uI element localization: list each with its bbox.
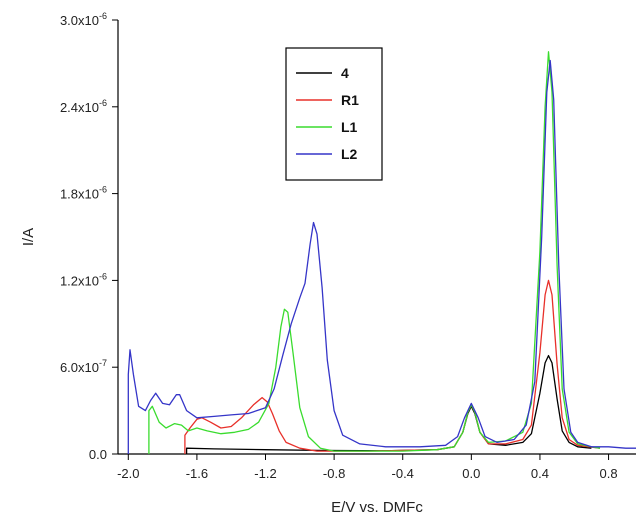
x-tick-label: -0.4 xyxy=(392,466,414,481)
x-tick-label: -1.2 xyxy=(254,466,276,481)
legend: 4 R1 L1 L2 xyxy=(285,47,383,181)
x-axis-title: E/V vs. DMFc xyxy=(331,499,423,516)
series-line-r1 xyxy=(184,279,601,454)
x-tick-label: 0.4 xyxy=(531,466,549,481)
y-axis-title: I/A xyxy=(20,228,37,246)
y-tick-mantissa: 6.0x10 xyxy=(60,360,99,375)
y-tick-exponent: -7 xyxy=(99,358,107,368)
y-tick-exponent: -6 xyxy=(99,185,107,195)
x-tick-label: -2.0 xyxy=(117,466,139,481)
legend-label-l2: L2 xyxy=(341,146,358,162)
axes xyxy=(117,20,636,455)
y-tick-mantissa: 1.2x10 xyxy=(60,273,99,288)
legend-label-l1: L1 xyxy=(341,119,358,135)
y-tick-label: 6.0x10-7 xyxy=(60,358,107,375)
x-tick-label: 0.0 xyxy=(462,466,480,481)
y-tick-label: 2.4x10-6 xyxy=(60,98,107,115)
y-tick-exponent: -6 xyxy=(99,98,107,108)
y-tick-exponent: -6 xyxy=(99,271,107,281)
y-tick-label: 1.2x10-6 xyxy=(60,271,107,288)
series-group xyxy=(127,51,636,454)
y-tick-mantissa: 1.8x10 xyxy=(60,187,99,202)
x-tick-label: -1.6 xyxy=(186,466,208,481)
legend-label-r1: R1 xyxy=(341,92,359,108)
legend-label-4: 4 xyxy=(341,65,349,81)
y-tick-mantissa: 2.4x10 xyxy=(60,100,99,115)
y-tick-label: 1.8x10-6 xyxy=(60,185,107,202)
legend-box xyxy=(285,47,383,181)
y-tick-label: 0.0 xyxy=(89,447,107,462)
series-line-l2 xyxy=(127,59,636,454)
x-tick-label: 0.8 xyxy=(600,466,618,481)
ticks: -2.0 -1.6 -1.2 -0.8 -0.4 0.0 0.4 0.8 0.0 6.0x10-7… xyxy=(60,11,618,481)
y-tick-mantissa: 3.0x10 xyxy=(60,13,99,28)
series-line-l1 xyxy=(148,51,601,454)
y-tick-label: 3.0x10-6 xyxy=(60,11,107,28)
y-tick-exponent: -6 xyxy=(99,11,107,21)
x-tick-label: -0.8 xyxy=(323,466,345,481)
